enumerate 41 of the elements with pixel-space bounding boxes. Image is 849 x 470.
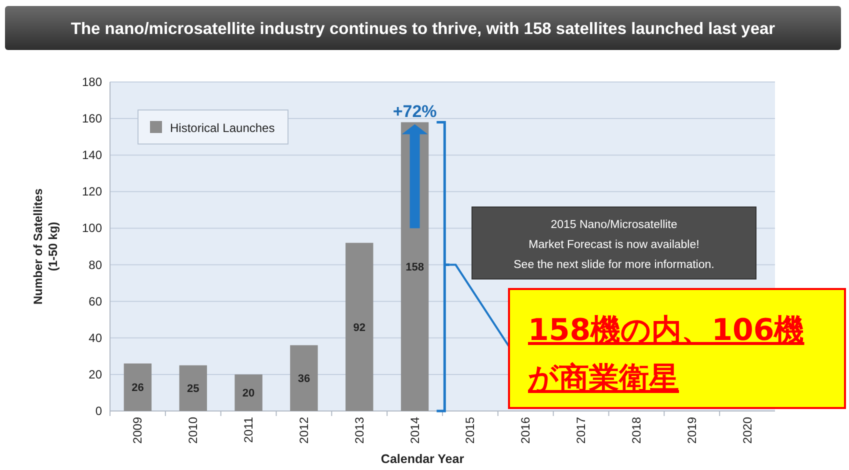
y-tick-label: 80 <box>88 258 102 272</box>
x-axis-title: Calendar Year <box>380 452 464 466</box>
x-tick-label: 2018 <box>629 416 644 444</box>
data-label: 36 <box>298 373 310 386</box>
data-label: 92 <box>353 322 366 334</box>
x-tick-label: 2013 <box>352 416 366 444</box>
x-tick-label: 2016 <box>518 416 533 444</box>
data-label: 25 <box>187 383 200 396</box>
y-tick-label: 60 <box>88 294 102 308</box>
bar <box>179 365 207 411</box>
y-tick-label: 140 <box>82 148 102 162</box>
legend-label: Historical Launches <box>170 121 275 135</box>
data-label: 158 <box>406 262 424 274</box>
y-tick-label: 160 <box>82 112 102 126</box>
y-tick-label: 100 <box>82 221 102 236</box>
y-axis-title: Number of Satellites (1-50 kg) <box>31 188 60 305</box>
annotation: が商業衛星 <box>528 361 679 396</box>
y-tick-label: 20 <box>88 367 102 382</box>
y-tick-label: 0 <box>95 404 102 418</box>
y-tick-label: 120 <box>82 184 102 199</box>
x-tick-label: 2012 <box>296 416 311 444</box>
bar <box>124 363 152 411</box>
annotation: +72% <box>392 102 437 122</box>
x-tick-label: 2015 <box>463 416 478 444</box>
x-tick-label: 2019 <box>684 416 699 444</box>
data-label: 26 <box>132 382 144 394</box>
x-tick-label: 2017 <box>574 416 588 444</box>
x-tick-label: 2009 <box>130 416 145 444</box>
x-tick-label: 2014 <box>408 416 422 444</box>
bar <box>234 374 262 411</box>
annotation: 2015 Nano/Microsatellite Market Forecast is now available! See the next slide for more information. <box>514 219 714 271</box>
y-tick-label: 40 <box>88 330 102 345</box>
bar <box>290 345 318 411</box>
x-tick-label: 2011 <box>242 416 256 443</box>
data-label: 20 <box>242 388 255 400</box>
chart-title: The nano/microsatellite industry continues to thrive, with 158 satellites launched last year <box>70 20 776 38</box>
y-tick-label: 180 <box>82 75 102 89</box>
x-tick-label: 2010 <box>186 416 200 444</box>
bar <box>346 242 374 411</box>
annotation: 158機の内、106機 <box>528 313 804 348</box>
x-tick-label: 2020 <box>740 416 754 444</box>
